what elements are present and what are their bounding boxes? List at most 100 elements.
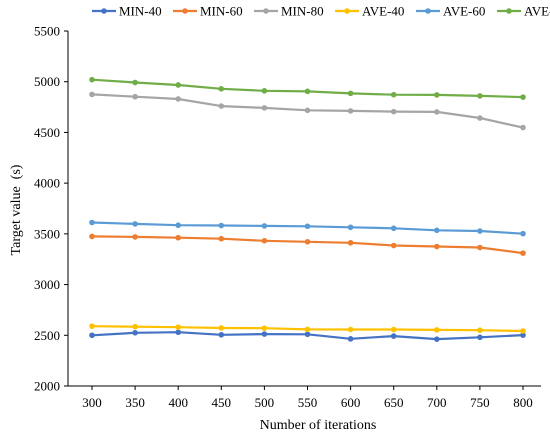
data-point <box>261 237 268 244</box>
series-ave-80 <box>89 76 526 100</box>
x-tick-label: 400 <box>168 395 188 410</box>
data-point <box>477 93 483 99</box>
data-point <box>89 332 95 339</box>
data-point <box>89 91 95 98</box>
x-tick-label: 500 <box>255 395 275 410</box>
legend-item-ave-80: AVE-80 <box>497 4 550 19</box>
data-point <box>261 325 268 331</box>
data-point <box>218 331 225 338</box>
data-point <box>347 108 354 114</box>
data-point <box>304 88 311 95</box>
data-point <box>175 324 181 330</box>
data-point <box>304 107 311 114</box>
data-point <box>132 93 138 100</box>
data-point <box>89 233 95 240</box>
data-point <box>218 235 225 242</box>
data-point <box>390 333 397 339</box>
data-point <box>520 250 526 256</box>
data-point <box>175 82 181 88</box>
data-point <box>434 243 440 250</box>
data-point <box>347 90 354 97</box>
y-tick-label: 5500 <box>34 24 60 39</box>
y-axis-title: Target value (s) <box>9 164 24 255</box>
data-point <box>261 223 268 229</box>
data-point <box>218 222 225 229</box>
data-point <box>304 238 311 245</box>
x-tick-label: 650 <box>384 395 404 410</box>
data-point <box>304 331 311 338</box>
data-point <box>175 234 181 241</box>
data-point <box>89 219 95 226</box>
series-min-60 <box>89 233 526 256</box>
x-tick-label: 700 <box>427 395 447 410</box>
legend-item-ave-40: AVE-40 <box>335 4 404 19</box>
data-point <box>434 92 440 98</box>
x-axis-title: Number of iterations <box>260 418 377 433</box>
y-tick-label: 5000 <box>34 74 60 89</box>
y-tick-label: 3000 <box>34 277 60 292</box>
data-point <box>390 225 397 232</box>
data-point <box>132 79 138 86</box>
data-point <box>390 91 397 98</box>
x-tick-label: 450 <box>212 395 232 410</box>
y-tick-label: 4500 <box>34 125 60 140</box>
legend-item-min-60: MIN-60 <box>173 4 243 19</box>
legend-swatch-marker <box>101 8 107 14</box>
data-point <box>347 336 354 342</box>
data-point <box>132 323 138 330</box>
y-tick-label: 3500 <box>34 226 60 241</box>
legend-item-min-40: MIN-40 <box>92 4 162 19</box>
legend-swatch-marker <box>506 8 512 14</box>
data-point <box>477 327 483 334</box>
legend-label: AVE-60 <box>443 4 485 19</box>
legend-swatch-marker <box>182 8 188 14</box>
data-point <box>175 222 181 229</box>
data-point <box>477 334 483 341</box>
data-point <box>218 86 225 92</box>
data-point <box>261 331 268 337</box>
data-point <box>520 332 526 338</box>
data-point <box>261 88 268 94</box>
data-point <box>304 326 311 333</box>
data-point <box>347 239 354 246</box>
series-min-40 <box>89 329 526 342</box>
data-point <box>132 221 138 227</box>
data-point <box>477 244 483 251</box>
series-line <box>91 78 524 99</box>
legend-item-min-80: MIN-80 <box>254 4 324 19</box>
data-point <box>261 105 268 111</box>
legend: MIN-40 MIN-60 MIN-80 AVE-40 AVE-60 AVE-80 <box>92 4 550 19</box>
data-point <box>132 234 138 240</box>
legend-item-ave-60: AVE-60 <box>416 4 485 19</box>
data-point <box>390 242 397 249</box>
legend-label: MIN-40 <box>119 4 162 19</box>
legend-swatch-marker <box>344 8 350 14</box>
data-point <box>520 124 526 131</box>
x-tick-label: 600 <box>341 395 361 410</box>
axes <box>67 31 541 387</box>
x-tick-label: 350 <box>125 395 145 410</box>
x-tick-label: 750 <box>470 395 490 410</box>
series-ave-60 <box>89 219 526 237</box>
series-min-80 <box>89 91 526 131</box>
data-point <box>218 103 225 109</box>
data-point <box>434 227 440 234</box>
data-point <box>520 328 526 334</box>
y-tick-label: 4000 <box>34 176 60 191</box>
x-tick-label: 800 <box>513 395 533 410</box>
data-point <box>89 76 95 83</box>
legend-swatch-marker <box>425 8 431 14</box>
data-point <box>390 326 397 333</box>
legend-label: MIN-60 <box>200 4 243 19</box>
legend-label: MIN-80 <box>281 4 324 19</box>
data-point <box>347 224 354 231</box>
series-lines <box>89 76 526 342</box>
data-point <box>347 326 354 333</box>
legend-label: AVE-40 <box>362 4 404 19</box>
data-point <box>434 327 440 333</box>
series-ave-40 <box>89 323 526 334</box>
data-point <box>89 323 95 329</box>
data-point <box>175 96 181 102</box>
series-line <box>91 235 524 255</box>
